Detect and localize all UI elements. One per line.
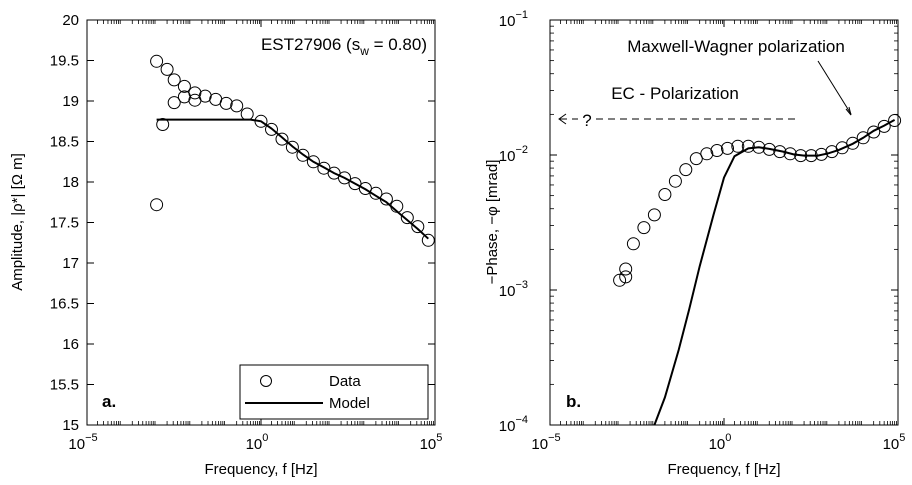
panel-a-legend: Data Model [239, 364, 429, 420]
panel-a-y-tick-labels: 15 15.5 16 16.5 17 17.5 18 18.5 19 19.5 20 [50, 12, 79, 434]
panel-b-marks [613, 114, 902, 426]
panel-a-data-point [285, 140, 299, 154]
panel-a-y-axis-label: Amplitude, |ρ*| [Ω m] [9, 153, 26, 291]
panel-b-label: b. [566, 392, 581, 411]
panel-b-data-point [710, 144, 724, 157]
panel-b-data-point [856, 131, 870, 145]
panel-a-data-point [150, 198, 164, 212]
panel-a-data-point [338, 171, 351, 185]
panel-a-data-point [369, 186, 383, 200]
x-tick-label: 105 [883, 432, 906, 453]
panel-a-data-point [275, 132, 289, 146]
panel-a-data-point [156, 118, 170, 131]
panel-a-data-point [400, 211, 414, 225]
panel-a-x-axis-label: Frequency, f [Hz] [204, 461, 317, 478]
x-tick-label: 10−5 [531, 432, 560, 453]
panel-b-data-point [700, 147, 714, 161]
x-tick-label: 100 [709, 432, 732, 453]
panel-b-data-point [658, 188, 672, 201]
panel-a-data-point [358, 182, 372, 195]
panel-a-marks [150, 54, 435, 247]
panel-a-data-point [240, 107, 254, 121]
panel-b-data-point [679, 163, 693, 177]
panel-a-data-point [411, 220, 425, 234]
panel-b-model-line [653, 119, 896, 426]
panel-a-annotation: EST27906 (sw = 0.80) [261, 35, 427, 58]
panel-a-data-point [306, 155, 320, 169]
panel-a-data-point [177, 79, 191, 93]
maxwell-wagner-arrow-head [845, 106, 852, 116]
panel-a-data-point [167, 96, 181, 110]
y-tick-label: 18.5 [50, 134, 79, 151]
legend-data-marker [260, 375, 272, 387]
panel-a-data-point [230, 99, 244, 113]
ec-polarization-arrow-head [558, 113, 567, 125]
panel-a-data-point [219, 96, 233, 110]
panel-b-data-point [613, 273, 627, 287]
panel-a-data-point [160, 62, 174, 76]
annotation-ec-polarization: EC - Polarization [611, 84, 739, 103]
panel-b-data-point [619, 262, 633, 276]
panel-b-y-axis-label: −Phase, −φ [mrad] [484, 160, 501, 285]
panel-a-data-point [327, 166, 341, 180]
panel-a-label: a. [102, 392, 116, 411]
maxwell-wagner-arrow-shaft [817, 60, 852, 115]
panel-b-data-point [721, 141, 734, 155]
panel-a-data-point [348, 177, 362, 191]
panel-a-x-tick-labels: 10−5 100 105 [68, 432, 442, 453]
panel-b-data-point [619, 270, 633, 284]
panel-b-axes-box [549, 19, 899, 426]
panel-b-ticks [549, 19, 899, 426]
panel-b-data-point [637, 221, 651, 235]
panel-b-data-point [741, 139, 755, 153]
y-tick-label: 10−1 [499, 9, 528, 30]
panel-a-model-line [156, 118, 429, 240]
panel-a-data-point [421, 233, 435, 247]
panel-b-data-point [867, 125, 881, 139]
panel-b-x-tick-labels: 10−5 100 105 [531, 432, 905, 453]
legend-box [239, 364, 429, 420]
panel-b-data-point [877, 119, 891, 133]
x-tick-label: 105 [420, 432, 443, 453]
y-tick-label: 17 [62, 255, 79, 272]
annotation-question-mark: ? [582, 111, 591, 130]
y-tick-label: 19.5 [50, 53, 79, 70]
panel-b-x-axis-label: Frequency, f [Hz] [667, 461, 780, 478]
x-tick-label: 10−5 [68, 432, 97, 453]
panel-a-data-point [265, 122, 278, 136]
legend-entry-model: Model [329, 395, 370, 412]
y-tick-label: 10−3 [499, 279, 528, 300]
panel-a-ticks [86, 19, 436, 426]
panel-a-data-point [296, 148, 310, 162]
y-tick-label: 15.5 [50, 377, 79, 394]
panel-b-data-point [626, 237, 640, 251]
panel-a: 10−5 100 105 15 15.5 16 16.5 17 17.5 18 18.5 19 19.… [9, 12, 442, 478]
y-tick-label: 18 [62, 174, 79, 191]
panel-b-data-point [731, 139, 745, 153]
legend-entry-data: Data [329, 373, 361, 390]
y-tick-label: 19 [62, 93, 79, 110]
y-tick-label: 10−4 [499, 414, 528, 435]
panel-a-data-point [150, 54, 164, 68]
panel-b-data-point [846, 136, 860, 150]
y-tick-label: 15 [62, 417, 79, 434]
panel-b-data-point [647, 208, 661, 222]
y-tick-label: 16 [62, 336, 79, 353]
x-tick-label: 100 [246, 432, 269, 453]
panel-b-data-point [668, 174, 682, 188]
y-tick-label: 16.5 [50, 296, 79, 313]
annotation-maxwell-wagner: Maxwell-Wagner polarization [627, 37, 845, 56]
panel-a-axes-box [86, 19, 436, 426]
panel-b: 10−5 100 105 10−4 10−3 10−2 10−1 Maxwell-Wagn… [484, 9, 905, 478]
panel-a-data-point [167, 73, 181, 87]
panel-b-y-tick-labels: 10−4 10−3 10−2 10−1 [499, 9, 528, 435]
question-mark-background [578, 108, 596, 128]
panel-b-data-point [689, 152, 703, 166]
panel-a-data-point [188, 86, 202, 100]
y-tick-label: 20 [62, 12, 79, 29]
y-tick-label: 17.5 [50, 215, 79, 232]
y-tick-label: 10−2 [499, 144, 528, 165]
